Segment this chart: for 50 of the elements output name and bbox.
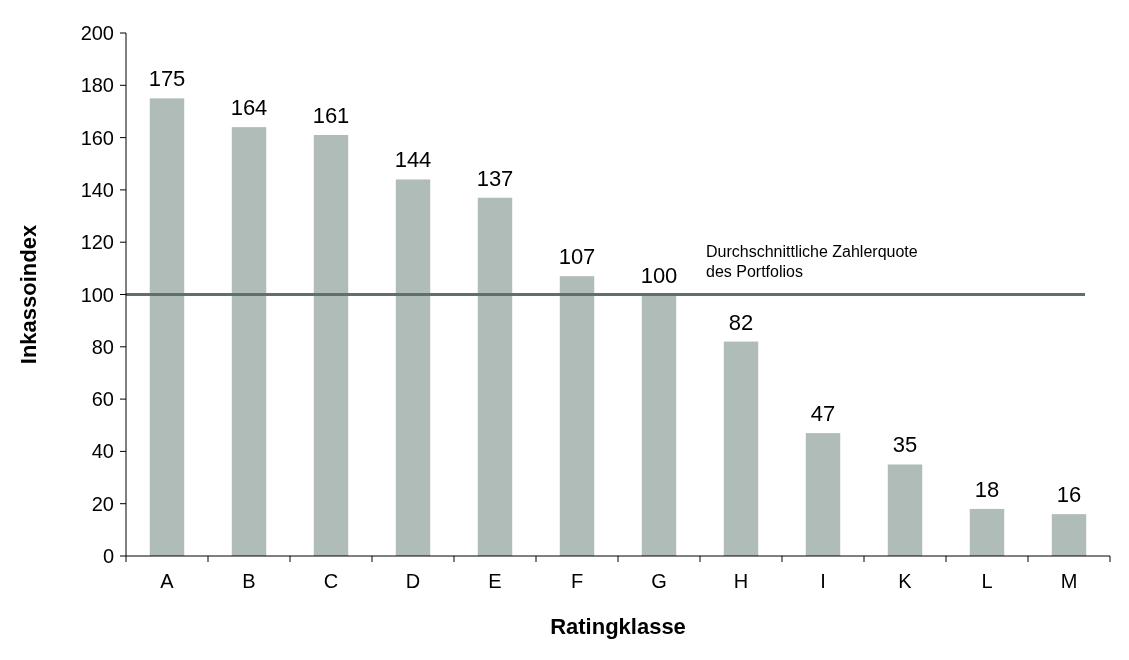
y-tick-label: 60 — [91, 388, 114, 411]
bar — [969, 508, 1005, 556]
ref-line-label: Durchschnittliche Zahlerquote des Portfolios — [706, 242, 918, 280]
y-tick-label: 100 — [80, 283, 114, 306]
data-label: 82 — [728, 309, 754, 335]
y-tick-label: 40 — [91, 440, 114, 463]
x-tick-label: H — [733, 570, 749, 592]
data-label: 144 — [394, 147, 432, 173]
x-axis-title: Ratingklasse — [550, 614, 686, 639]
bar — [313, 134, 349, 556]
data-label: 47 — [810, 401, 836, 427]
y-tick-label: 20 — [91, 492, 114, 515]
bar — [395, 179, 431, 556]
x-tick-label: B — [242, 570, 256, 592]
data-label: 164 — [230, 95, 268, 121]
x-tick-label: M — [1060, 570, 1078, 592]
x-tick-label: F — [570, 570, 584, 592]
y-tick-label: 0 — [102, 545, 114, 567]
data-label: 107 — [558, 244, 596, 270]
data-label: 16 — [1056, 482, 1082, 508]
y-tick-label: 140 — [80, 178, 114, 201]
y-tick-label: 160 — [80, 126, 114, 149]
bar — [805, 433, 841, 556]
bar — [723, 341, 759, 556]
x-tick-label: A — [160, 570, 175, 592]
y-tick-label: 80 — [91, 335, 114, 358]
bar — [231, 127, 267, 556]
y-axis-title: Inkassoindex — [16, 224, 41, 365]
y-tick-label: 180 — [80, 74, 114, 97]
data-label: 35 — [892, 432, 918, 458]
bar — [559, 276, 595, 556]
bar — [1051, 514, 1087, 556]
bar — [477, 197, 513, 556]
x-tick-label: C — [323, 570, 339, 592]
x-tick-label: K — [898, 570, 913, 592]
bar — [149, 98, 185, 556]
bar — [887, 464, 923, 556]
y-tick-label: 120 — [80, 231, 114, 254]
y-tick-label: 200 — [80, 22, 114, 44]
x-tick-label: I — [820, 570, 826, 592]
bar — [641, 294, 677, 556]
x-tick-label: G — [651, 570, 667, 592]
data-label: 100 — [640, 262, 678, 288]
x-tick-label: D — [405, 570, 421, 592]
data-label: 161 — [312, 102, 350, 128]
x-tick-label: L — [981, 570, 993, 592]
data-label: 137 — [476, 165, 514, 191]
x-tick-label: E — [488, 570, 502, 592]
data-label: 175 — [148, 66, 186, 92]
data-label: 18 — [974, 476, 1000, 502]
